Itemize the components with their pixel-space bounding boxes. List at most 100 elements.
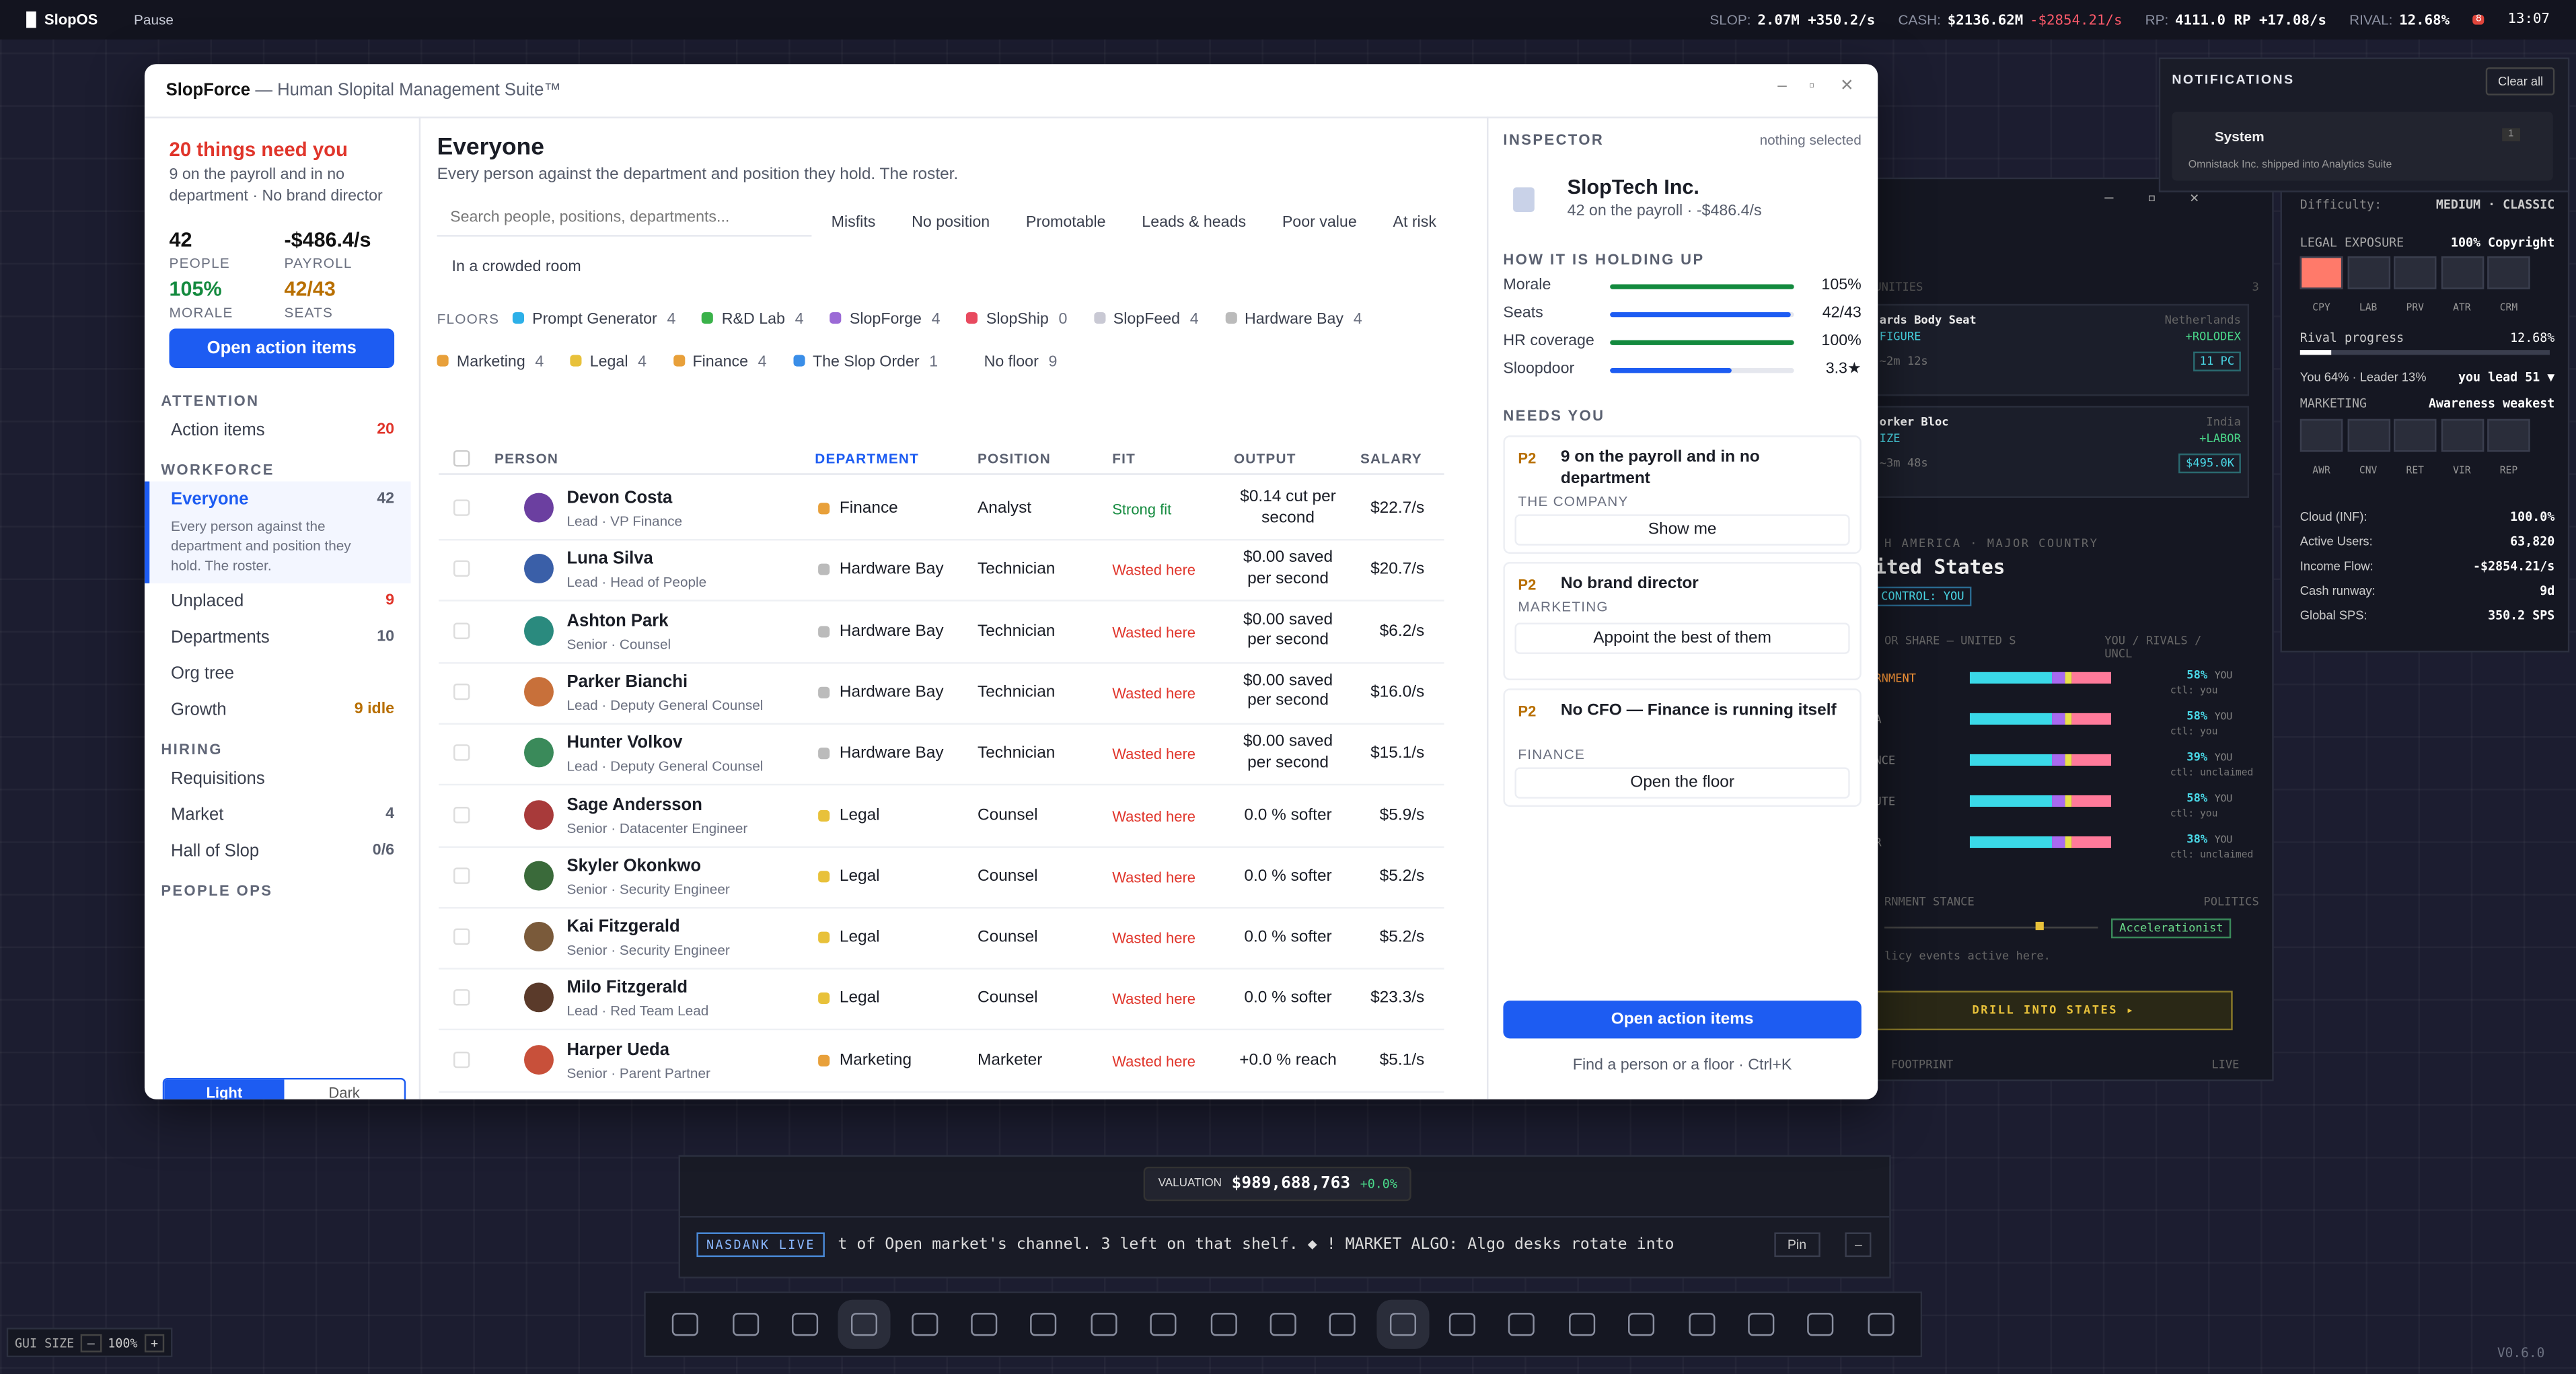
gui-minus[interactable]: — <box>80 1333 102 1352</box>
drill-button[interactable]: DRILL INTO STATES ▸ <box>1874 990 2233 1031</box>
column-header[interactable]: SALARY <box>1360 450 1422 467</box>
roster-row[interactable]: Luna Silva Lead · Head of People Hardware … <box>439 540 1444 602</box>
open-action-items[interactable]: Open action items <box>169 328 395 369</box>
floor-chip[interactable]: SlopShip 0 <box>966 311 1067 328</box>
company-name: SlopTech Inc. <box>1567 176 1699 199</box>
column-header[interactable]: DEPARTMENT <box>815 450 920 467</box>
filter-chip[interactable]: At risk <box>1393 213 1436 232</box>
dock-icon[interactable] <box>1748 1313 1775 1336</box>
floor-chip[interactable]: Marketing 4 <box>437 353 544 371</box>
window-control[interactable]: – <box>2104 190 2114 207</box>
need-card: P2 No brand director MARKETING Appoint the … <box>1503 562 1862 680</box>
nav-item[interactable]: Growth 9 idle <box>145 692 411 728</box>
pause-button[interactable]: Pause <box>134 11 174 28</box>
department: Hardware Bay <box>839 622 944 641</box>
floor-chip[interactable]: Prompt Generator 4 <box>512 311 675 328</box>
search-input[interactable]: Search people, positions, departments... <box>437 202 812 237</box>
dock-icon[interactable] <box>1568 1313 1595 1336</box>
column-header[interactable]: POSITION <box>977 450 1051 467</box>
floor-chip[interactable]: The Slop Order 1 <box>793 353 938 371</box>
window-control[interactable]: – <box>1777 77 1787 96</box>
roster-row[interactable]: Skyler Okonkwo Senior · Security Engineer… <box>439 846 1444 908</box>
card-cost[interactable]: $495.0K <box>2179 453 2241 474</box>
filter-chip[interactable]: Leads & heads <box>1142 213 1247 232</box>
roster-row[interactable]: Sage Andersson Senior · Datacenter Engine… <box>439 785 1444 847</box>
collapse-button[interactable]: – <box>1845 1232 1872 1258</box>
dock-icon[interactable] <box>732 1313 759 1336</box>
need-action[interactable]: Open the floor <box>1514 767 1850 799</box>
floor-chip[interactable]: Legal 4 <box>570 353 647 371</box>
window-control[interactable]: ✕ <box>1840 77 1854 96</box>
floor-chip[interactable]: No floor 9 <box>964 353 1057 371</box>
open-action-items[interactable]: Open action items <box>1503 1001 1862 1039</box>
clear-all[interactable]: Clear all <box>2486 67 2555 96</box>
dock-icon[interactable] <box>791 1313 818 1336</box>
roster-row[interactable]: Ashton Park Senior · Counsel Hardware Bay T… <box>439 601 1444 663</box>
filter-chip[interactable]: Misfits <box>831 213 876 232</box>
dock-icon[interactable] <box>672 1313 699 1336</box>
find-shortcut[interactable]: Find a person or a floor · Ctrl+K <box>1572 1056 1792 1075</box>
theme-option[interactable]: Light <box>164 1079 285 1099</box>
nav-item[interactable]: Departments 10 <box>145 620 411 656</box>
dock-icon[interactable] <box>971 1313 998 1336</box>
nav-item[interactable]: Org tree <box>145 655 411 692</box>
floor-chip[interactable]: SlopFeed 4 <box>1093 311 1199 328</box>
dock-icon[interactable] <box>1508 1313 1535 1336</box>
dock-icon[interactable] <box>911 1313 938 1336</box>
dock-icon[interactable] <box>1688 1313 1715 1336</box>
fit: Wasted here <box>1112 623 1196 641</box>
dock-icon[interactable] <box>1389 1313 1416 1336</box>
column-header[interactable]: OUTPUT <box>1233 450 1296 467</box>
roster-row[interactable]: Milo Fitzgerald Lead · Red Team Lead Legal… <box>439 968 1444 1032</box>
roster-row[interactable]: Hunter Volkov Lead · Deputy General Couns… <box>439 723 1444 786</box>
nav-item[interactable]: Unplaced 9 <box>145 583 411 620</box>
dock-icon[interactable] <box>1807 1313 1835 1336</box>
footprint-label: FOOTPRINT <box>1890 1058 1954 1072</box>
roster-row[interactable]: Parker Bianchi Lead · Deputy General Coun… <box>439 662 1444 725</box>
window-control[interactable]: ▫ <box>2147 190 2156 207</box>
dock-icon[interactable] <box>1628 1313 1655 1336</box>
output: 0.0 % softer <box>1244 990 1332 1008</box>
need-action[interactable]: Show me <box>1514 514 1850 546</box>
pin-button[interactable]: Pin <box>1774 1232 1820 1258</box>
floor-chip[interactable]: Hardware Bay 4 <box>1224 311 1362 328</box>
dock-icon[interactable] <box>1150 1313 1177 1336</box>
dock-icon[interactable] <box>1031 1313 1058 1336</box>
nav-item[interactable]: Action items 20 <box>145 412 411 449</box>
need-action[interactable]: Appoint the best of them <box>1514 622 1850 654</box>
dock-icon[interactable] <box>1867 1313 1894 1336</box>
column-header[interactable]: FIT <box>1112 450 1136 467</box>
nav-item[interactable]: Market 4 <box>145 797 411 833</box>
filter-chip[interactable]: In a crowded room <box>451 258 581 277</box>
theme-option[interactable]: Dark <box>328 1084 360 1099</box>
nav-item[interactable]: Requisitions <box>145 761 411 797</box>
dock-icon[interactable] <box>851 1313 878 1336</box>
nav-item[interactable]: Everyone 42 Every person against the depar… <box>144 481 411 583</box>
filter-chip[interactable]: Promotable <box>1025 213 1106 232</box>
roster-row[interactable]: Harper Ueda Senior · Parent Partner Market… <box>439 1029 1444 1093</box>
select-all[interactable] <box>453 450 470 467</box>
window-control[interactable]: ▫ <box>1808 77 1815 96</box>
fit: Wasted here <box>1112 807 1196 824</box>
notification-badge[interactable]: 8 <box>2472 14 2485 25</box>
floor-chip[interactable]: Finance 4 <box>673 353 767 371</box>
filter-chip[interactable]: Poor value <box>1282 213 1357 232</box>
dock-icon[interactable] <box>1210 1313 1237 1336</box>
dock-icon[interactable] <box>1448 1313 1476 1336</box>
nav-item[interactable]: Hall of Slop 0/6 <box>145 833 411 869</box>
floor-chip[interactable]: SlopForge 4 <box>830 311 941 328</box>
window-control[interactable]: ✕ <box>2190 190 2199 207</box>
dock-icon[interactable] <box>1091 1313 1117 1336</box>
gui-plus[interactable]: + <box>144 1333 165 1352</box>
roster-row[interactable]: Kai Fitzgerald Senior · Security Engineer… <box>439 907 1444 970</box>
person-role: Lead · Deputy General Counsel <box>566 758 764 774</box>
card-cost[interactable]: 11 PC <box>2193 351 2241 371</box>
roster-row[interactable]: Quinn AnderssonLead · Infra LeadMarketin… <box>439 1091 1444 1099</box>
floor-chip[interactable]: R&D Lab 4 <box>702 311 804 328</box>
dept-icon <box>818 870 830 882</box>
column-header[interactable]: PERSON <box>494 450 559 467</box>
roster-row[interactable]: Devon Costa Lead · VP Finance Finance Analy… <box>439 478 1444 541</box>
dock-icon[interactable] <box>1329 1313 1356 1336</box>
dock-icon[interactable] <box>1269 1313 1296 1336</box>
filter-chip[interactable]: No position <box>912 213 990 232</box>
